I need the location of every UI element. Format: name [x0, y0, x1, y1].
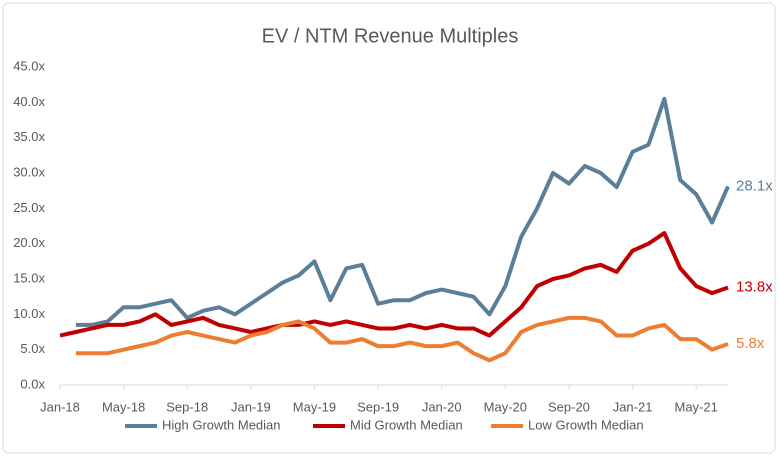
x-tick-label: Jan-18 [40, 399, 80, 414]
y-tick-label: 20.0x [13, 235, 45, 250]
y-tick-label: 25.0x [13, 200, 45, 215]
x-tick-label: May-20 [484, 399, 527, 414]
y-tick-label: 0.0x [20, 376, 45, 391]
x-tick-label: Jan-21 [613, 399, 653, 414]
chart-frame [2, 2, 776, 454]
y-tick-label: 40.0x [13, 94, 45, 109]
legend-label: Mid Growth Median [350, 417, 463, 432]
end-label: 13.8x [736, 278, 773, 295]
end-label: 28.1x [736, 177, 773, 194]
chart-title: EV / NTM Revenue Multiples [262, 25, 519, 47]
x-tick-label: May-21 [675, 399, 718, 414]
x-tick-label: May-19 [293, 399, 336, 414]
legend-label: Low Growth Median [528, 417, 644, 432]
x-tick-label: Sep-19 [357, 399, 399, 414]
series-line [59, 231, 729, 338]
y-tick-label: 5.0x [20, 341, 45, 356]
x-tick-label: May-18 [102, 399, 145, 414]
y-tick-label: 45.0x [13, 58, 45, 73]
series-line [75, 96, 730, 327]
y-tick-label: 35.0x [13, 129, 45, 144]
legend-label: High Growth Median [162, 417, 281, 432]
y-tick-label: 10.0x [13, 306, 45, 321]
x-tick-label: Sep-18 [166, 399, 208, 414]
x-tick-label: Sep-20 [548, 399, 590, 414]
series-line [75, 315, 729, 363]
end-label: 5.8x [736, 335, 765, 352]
y-tick-label: 30.0x [13, 164, 45, 179]
x-tick-label: Jan-19 [231, 399, 271, 414]
x-tick-label: Jan-20 [422, 399, 462, 414]
y-tick-label: 15.0x [13, 270, 45, 285]
